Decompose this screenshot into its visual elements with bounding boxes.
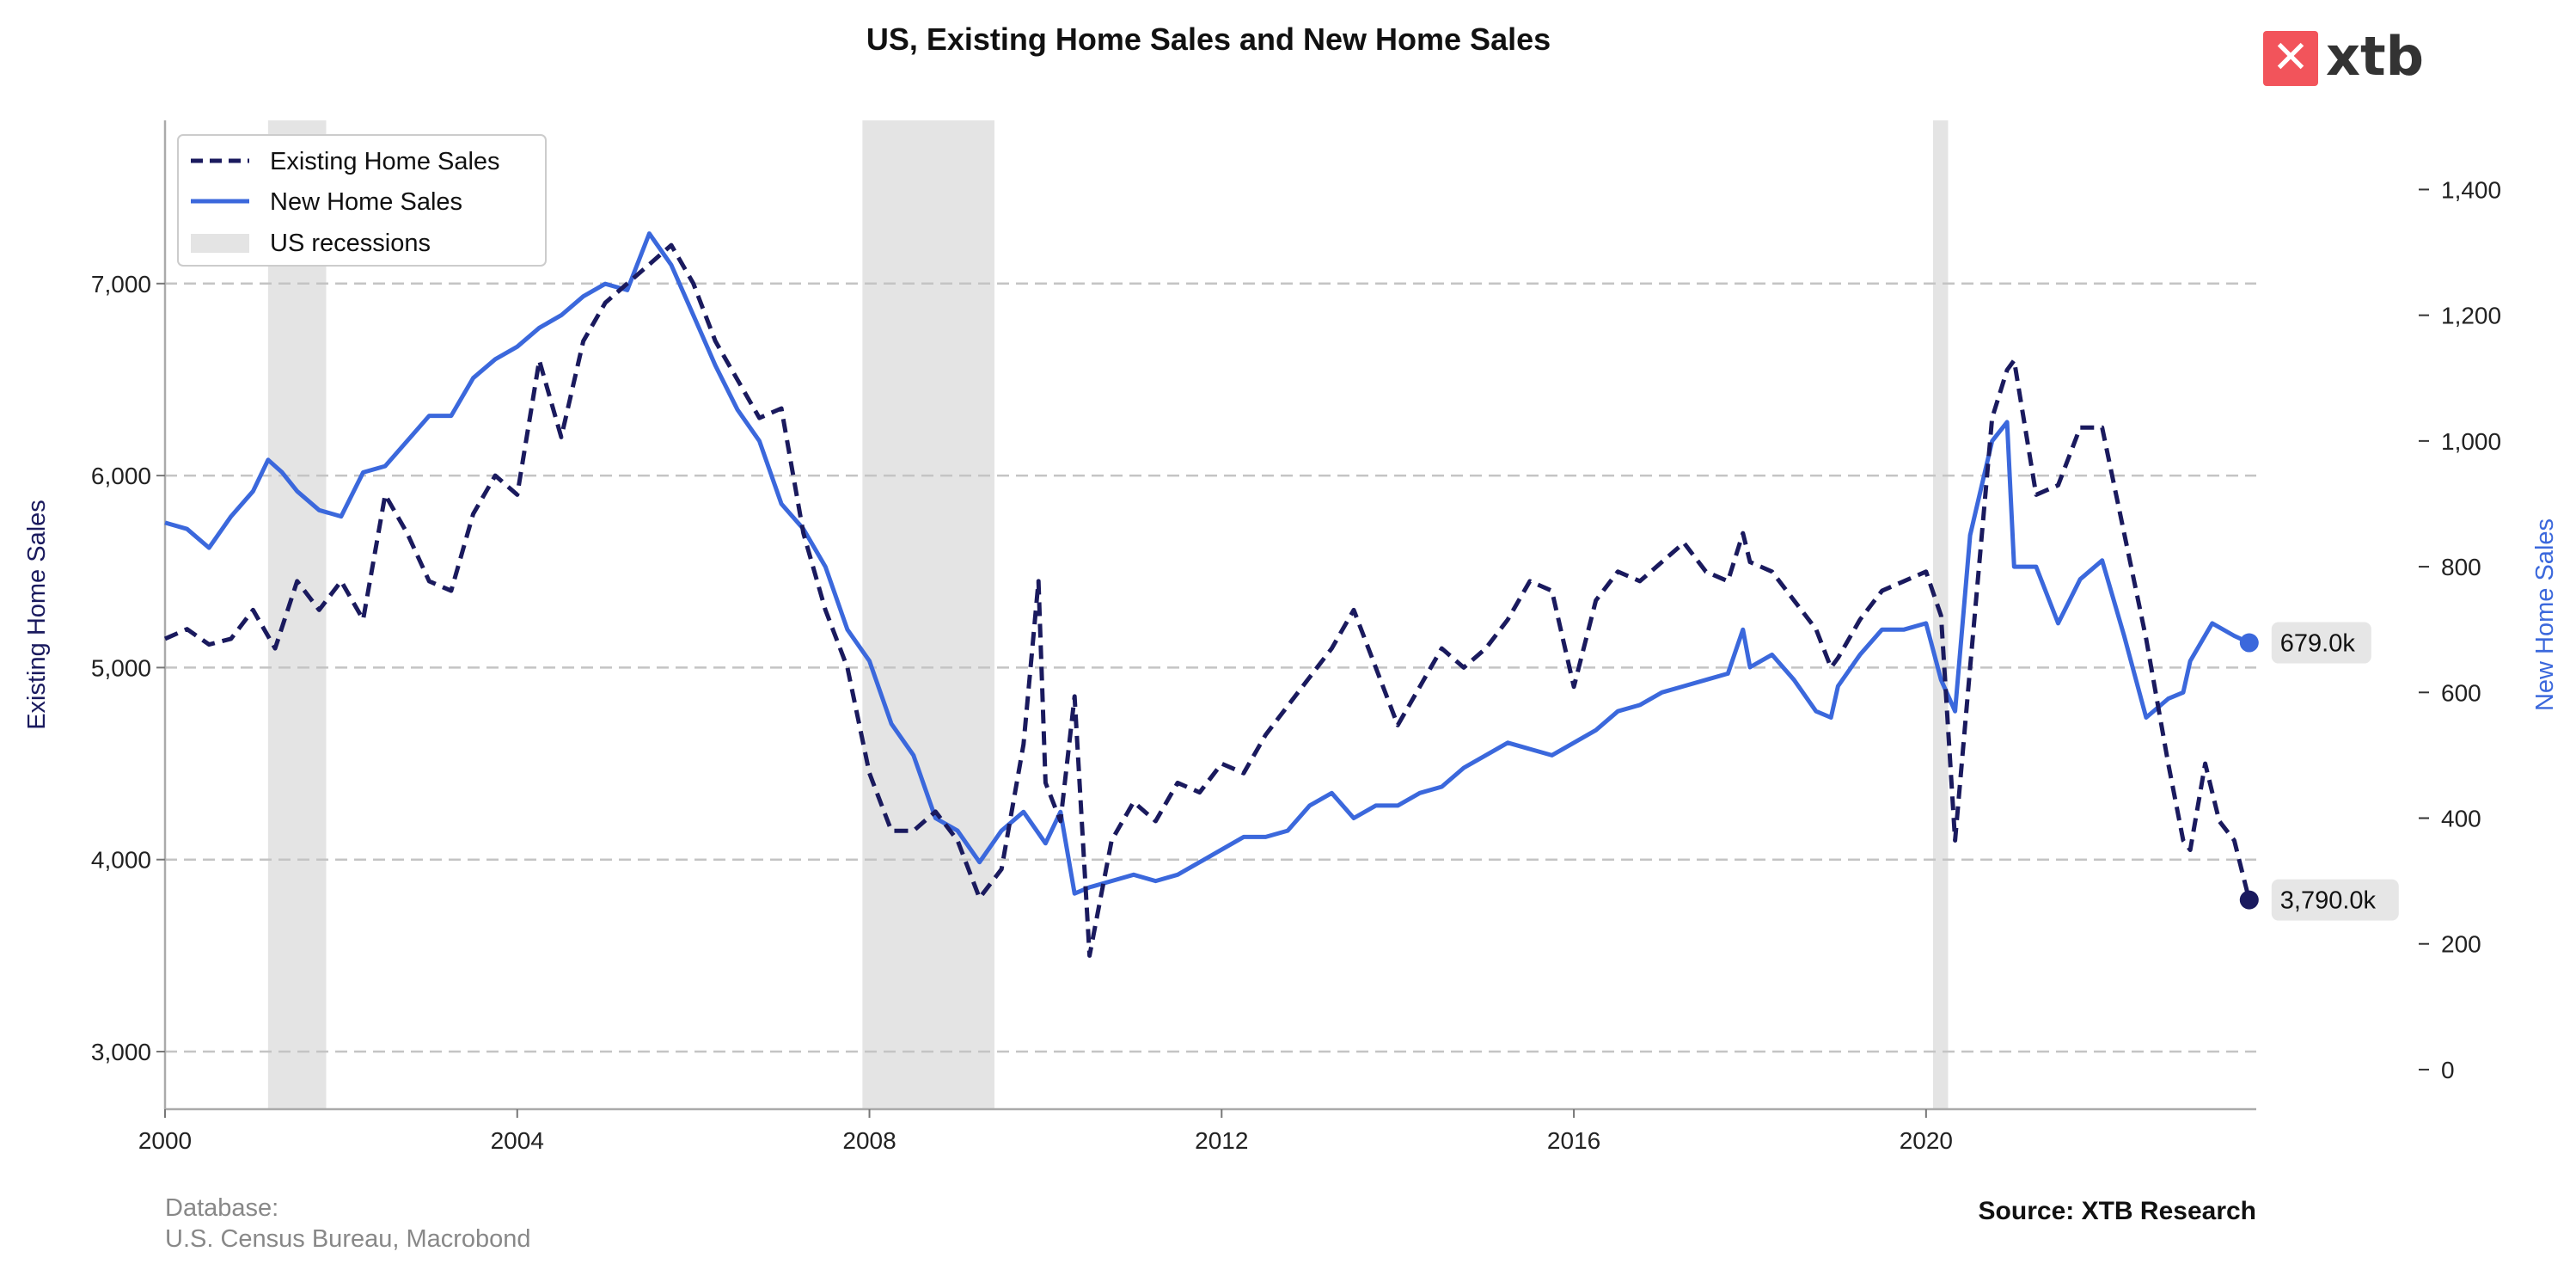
right-tick-label-0: 0 [2441,1057,2455,1083]
right-tick-label-6: 1,200 [2441,303,2501,329]
legend-label-new: New Home Sales [270,188,462,216]
right-tick-label-5: 1,000 [2441,428,2501,455]
x-tick-label-4: 2016 [1547,1127,1600,1154]
right-tick-label-7: 1,400 [2441,176,2501,203]
legend-label-recessions: US recessions [270,230,431,257]
left-tick-label-3: 6,000 [91,463,151,489]
xtb-logo-glyph: ✕ [2272,32,2310,83]
right-tick-label-1: 200 [2441,931,2481,958]
xtb-logo-mark [2263,31,2318,86]
right-tick-label-3: 600 [2441,679,2481,706]
left-axis-ticks: 3,000 4,000 5,000 6,000 7,000 [91,271,165,1065]
recession-band-0 [267,120,327,1109]
xtb-logo-text: xtb [2326,25,2424,88]
end-label-box-new-home-sales [2271,622,2371,664]
footer-source: Source: XTB Research [1979,1197,2256,1225]
end-labels: 679.0k 3,790.0k [2239,622,2399,921]
x-axis-ticks: 2000 2004 2008 2012 2016 2020 [138,1109,1953,1154]
legend-box [177,134,547,267]
x-tick-label-5: 2020 [1900,1127,1953,1154]
x-tick-label-0: 2000 [138,1127,192,1154]
axes [163,120,2256,1111]
right-axis-ticks: 0 200 400 600 800 1,000 1,200 1,400 [2419,176,2501,1083]
left-tick-label-0: 3,000 [91,1039,151,1065]
end-marker-existing-home-sales [2239,890,2259,910]
x-tick-label-3: 2012 [1195,1127,1248,1154]
recession-bands [267,120,1949,1109]
left-axis-title: Existing Home Sales [23,500,51,730]
end-label-existing-home-sales: 3,790.0k [2280,887,2377,915]
x-tick-label-2: 2008 [842,1127,896,1154]
left-tick-label-1: 4,000 [91,847,151,874]
recession-band-1 [862,120,995,1109]
series-layer [163,231,2252,958]
xtb-logo: ✕ xtb [2263,25,2424,88]
series-line-existing-home-sales [163,242,2252,958]
end-label-new-home-sales: 679.0k [2280,630,2356,658]
right-tick-label-4: 800 [2441,554,2481,580]
footer-database-label: Database: [165,1194,278,1222]
left-tick-label-4: 7,000 [91,271,151,298]
legend-label-existing: Existing Home Sales [270,148,500,175]
footer-database-source: U.S. Census Bureau, Macrobond [165,1225,531,1253]
right-axis-title: New Home Sales [2531,518,2559,711]
end-marker-new-home-sales [2239,633,2259,653]
x-tick-label-1: 2004 [491,1127,544,1154]
gridlines [165,282,2256,1053]
chart-title: US, Existing Home Sales and New Home Sal… [866,21,1551,57]
right-tick-label-2: 400 [2441,806,2481,832]
end-label-box-existing-home-sales [2271,879,2399,921]
legend: Existing Home Sales New Home Sales US re… [177,134,547,267]
legend-swatch-recessions [191,234,249,253]
left-tick-label-2: 5,000 [91,654,151,681]
